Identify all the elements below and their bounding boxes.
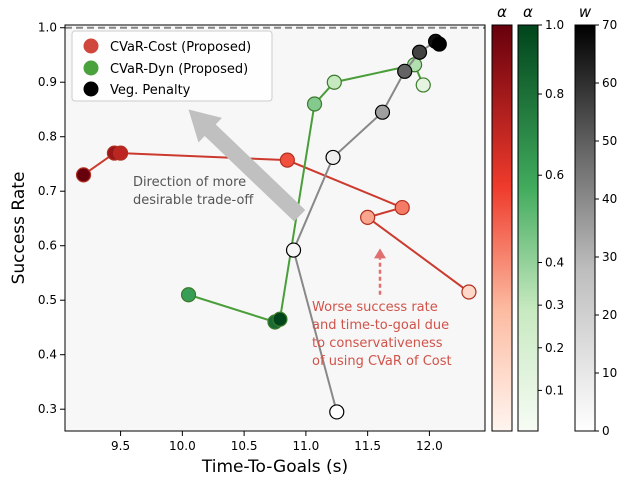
data-point-1-6 bbox=[415, 77, 431, 93]
colorbar-greys-tick-label: 0 bbox=[602, 424, 610, 438]
y-axis-label: Success Rate bbox=[9, 172, 29, 285]
x-tick-label: 9.5 bbox=[111, 439, 130, 453]
data-point-0-3 bbox=[279, 152, 295, 168]
x-tick-label: 10.0 bbox=[169, 439, 196, 453]
legend-marker-veg-penalty bbox=[83, 81, 99, 97]
y-tick-label: 0.7 bbox=[38, 184, 57, 198]
legend: CVaR-Cost (Proposed) CVaR-Dyn (Proposed)… bbox=[71, 30, 273, 102]
x-tick-label: 12.0 bbox=[416, 439, 443, 453]
trade-off-arrow bbox=[188, 109, 306, 222]
data-point-2-7 bbox=[431, 36, 447, 52]
y-tick-label: 0.4 bbox=[38, 348, 57, 362]
colorbars: α α w 0.1 0.2 0.3 0.4 0.6 0.8 1.0 0 10 20 30 40 50 60… bbox=[491, 3, 617, 438]
x-tick-label: 11.0 bbox=[293, 439, 320, 453]
colorbar-greys-tick-label: 20 bbox=[602, 308, 617, 322]
colorbar-greens-tick-label: 1.0 bbox=[545, 18, 564, 32]
data-point-0-5 bbox=[360, 209, 376, 225]
colorbar-greens bbox=[517, 24, 539, 432]
colorbar-reds bbox=[491, 24, 513, 432]
data-point-0-6 bbox=[461, 284, 477, 300]
annotation-conservative-line: to conservativeness bbox=[312, 336, 443, 351]
x-axis-label: Time-To-Goals (s) bbox=[201, 457, 348, 477]
annotation-conservative-line: Worse success rate bbox=[312, 300, 438, 315]
colorbar-greys bbox=[574, 24, 596, 432]
legend-label-cvar-dyn: CVaR-Dyn (Proposed) bbox=[110, 62, 248, 77]
data-point-2-5 bbox=[411, 44, 428, 60]
colorbar-greys-tick-label: 70 bbox=[602, 18, 617, 32]
annotation-trade-off-line: Direction of more bbox=[133, 175, 246, 190]
y-tick-label: 0.6 bbox=[38, 239, 57, 253]
data-point-0-4 bbox=[394, 199, 410, 216]
annotation-conservative-line: and time-to-goal due bbox=[312, 318, 449, 333]
data-point-2-2 bbox=[325, 149, 341, 166]
colorbar-greys-tick-label: 60 bbox=[602, 76, 617, 90]
colorbar-greys-tick-label: 40 bbox=[602, 192, 617, 206]
y-axis: 0.3 0.4 0.5 0.6 0.7 0.8 0.9 1.0 bbox=[38, 21, 65, 416]
data-point-2-3 bbox=[374, 104, 391, 120]
y-tick-label: 0.3 bbox=[38, 402, 57, 416]
legend-label-cvar-cost: CVaR-Cost (Proposed) bbox=[110, 40, 251, 55]
x-axis: 9.5 10.0 10.5 11.0 11.5 12.0 bbox=[111, 431, 443, 453]
colorbar-greens-label: α bbox=[523, 3, 533, 21]
data-point-1-4 bbox=[326, 74, 342, 90]
x-tick-label: 11.5 bbox=[354, 439, 381, 453]
colorbar-greens-tick-label: 0.2 bbox=[545, 341, 564, 355]
data-point-2-1 bbox=[285, 242, 302, 258]
legend-box bbox=[71, 30, 273, 102]
annotation-trade-off-line: desirable trade-off bbox=[133, 193, 254, 208]
colorbar-greens-tick-label: 0.4 bbox=[545, 256, 564, 270]
y-tick-label: 0.8 bbox=[38, 130, 57, 144]
y-tick-label: 0.9 bbox=[38, 75, 57, 89]
colorbar-greys-tick-label: 10 bbox=[602, 366, 617, 380]
legend-marker-cvar-dyn bbox=[83, 60, 99, 76]
data-point-1-2 bbox=[272, 311, 288, 327]
data-point-2-4 bbox=[397, 63, 413, 79]
legend-marker-cvar-cost bbox=[83, 38, 99, 54]
data-point-2-0 bbox=[329, 404, 345, 420]
data-point-0-2 bbox=[112, 145, 129, 161]
y-tick-label: 1.0 bbox=[38, 21, 57, 35]
data-point-1-0 bbox=[180, 287, 197, 303]
data-point-0-0 bbox=[75, 167, 92, 183]
plot-frame bbox=[64, 24, 486, 432]
colorbar-greens-tick-label: 0.1 bbox=[545, 383, 564, 397]
data-point-1-3 bbox=[306, 96, 323, 112]
legend-label-veg-penalty: Veg. Penalty bbox=[110, 83, 191, 98]
conservative-arrow-head bbox=[374, 248, 386, 259]
colorbar-greys-tick-label: 30 bbox=[602, 250, 617, 264]
x-tick-label: 10.5 bbox=[231, 439, 258, 453]
colorbar-greens-tick-label: 0.6 bbox=[545, 168, 564, 182]
colorbar-greens-tick-label: 0.3 bbox=[545, 298, 564, 312]
colorbar-reds-label: α bbox=[497, 3, 507, 21]
colorbar-greens-tick-label: 0.8 bbox=[545, 87, 564, 101]
colorbar-greys-tick-label: 50 bbox=[602, 134, 617, 148]
plot-layer bbox=[65, 26, 485, 420]
colorbar-greys-label: w bbox=[579, 3, 592, 21]
y-tick-label: 0.5 bbox=[38, 293, 57, 307]
annotation-conservative-line: of using CVaR of Cost bbox=[312, 354, 452, 369]
annotations: Direction of more desirable trade-off Wors… bbox=[133, 109, 452, 369]
